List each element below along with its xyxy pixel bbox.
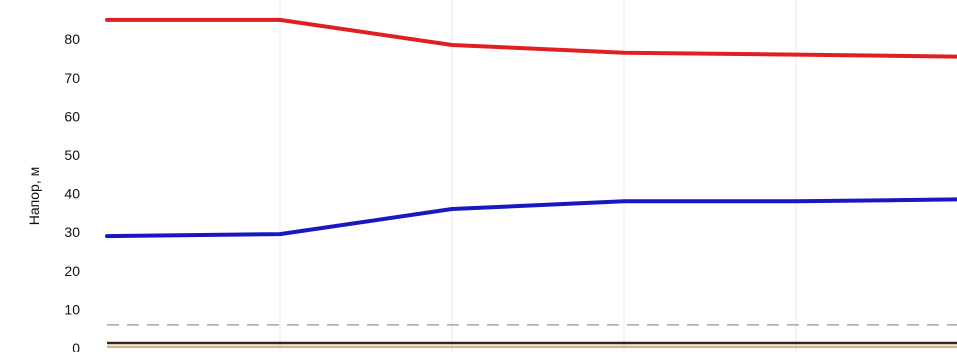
y-tick-label-60: 60: [64, 108, 80, 124]
y-tick-label-20: 20: [64, 263, 80, 279]
y-tick-label-10: 10: [64, 301, 80, 317]
y-tick-label-30: 30: [64, 224, 80, 240]
y-tick-label-80: 80: [64, 31, 80, 47]
series-line-1: [105, 17, 957, 59]
y-tick-label-70: 70: [64, 70, 80, 86]
series-line-2: [105, 197, 957, 239]
y-axis-ticks: 0 10 20 30 40 50 60 70 80: [64, 31, 80, 356]
grid: [279, 0, 797, 352]
y-tick-label-0: 0: [72, 340, 80, 352]
reference-lines: [107, 324, 957, 349]
series: [105, 17, 957, 239]
y-tick-label-40: 40: [64, 186, 80, 202]
y-axis-title: Напор, м: [26, 167, 42, 225]
y-tick-label-50: 50: [64, 147, 80, 163]
